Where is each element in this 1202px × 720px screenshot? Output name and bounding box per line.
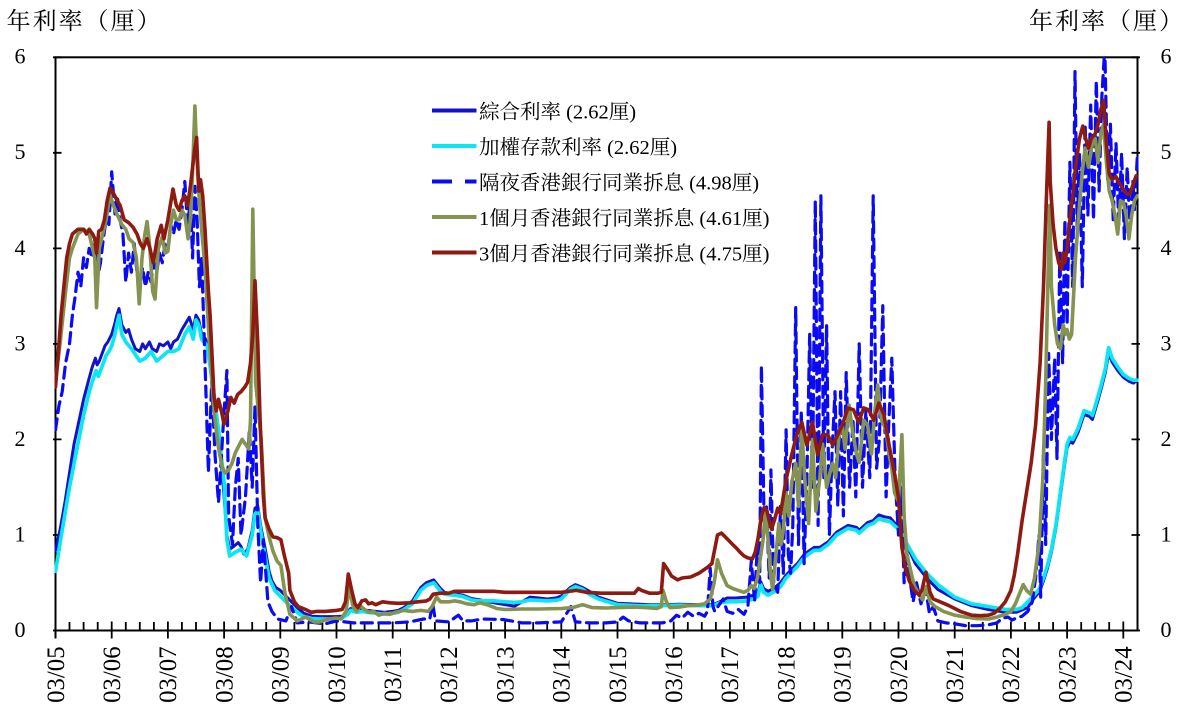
svg-text:5: 5 [15,139,26,164]
svg-text:(2.62: (2.62 [566,102,609,124]
svg-text:5: 5 [1161,139,1172,164]
svg-text:): ) [763,244,770,266]
svg-text:3: 3 [15,330,26,355]
svg-text:03/23: 03/23 [1054,646,1081,702]
svg-text:0: 0 [15,617,26,642]
svg-text:03/11: 03/11 [380,646,407,702]
svg-text:): ) [629,102,636,124]
svg-text:(2.62: (2.62 [607,137,650,159]
svg-text:1: 1 [1161,521,1172,546]
svg-text:03/19: 03/19 [830,646,857,702]
svg-text:03/22: 03/22 [998,646,1025,702]
svg-text:1: 1 [15,521,26,546]
svg-text:03/15: 03/15 [605,646,632,702]
svg-text:3: 3 [1161,330,1172,355]
svg-text:3: 3 [479,244,489,266]
svg-text:03/13: 03/13 [492,646,519,702]
svg-text:6: 6 [15,44,26,69]
svg-text:(4.98: (4.98 [689,173,732,195]
svg-text:(4.61: (4.61 [699,208,742,230]
svg-text:03/17: 03/17 [717,646,744,702]
svg-text:2: 2 [15,426,26,451]
svg-text:1: 1 [479,208,489,230]
svg-text:03/24: 03/24 [1111,646,1138,703]
svg-text:): ) [752,173,759,195]
svg-text:2: 2 [1161,426,1172,451]
svg-text:4: 4 [1161,235,1172,260]
svg-text:): ) [670,137,677,159]
svg-text:03/14: 03/14 [549,646,576,703]
svg-text:03/08: 03/08 [211,646,238,702]
svg-text:03/07: 03/07 [155,646,182,702]
svg-text:03/06: 03/06 [99,646,126,702]
svg-text:03/18: 03/18 [773,646,800,702]
svg-text:4: 4 [15,235,26,260]
svg-text:03/10: 03/10 [324,646,351,702]
svg-text:): ) [763,208,770,230]
svg-text:03/21: 03/21 [942,646,969,702]
svg-text:03/16: 03/16 [661,646,688,702]
svg-text:(4.75: (4.75 [699,244,742,266]
svg-text:03/05: 03/05 [43,646,70,702]
svg-text:03/12: 03/12 [436,646,463,702]
svg-text:03/20: 03/20 [886,646,913,702]
svg-text:03/09: 03/09 [268,646,295,702]
svg-text:6: 6 [1161,44,1172,69]
svg-text:0: 0 [1161,617,1172,642]
